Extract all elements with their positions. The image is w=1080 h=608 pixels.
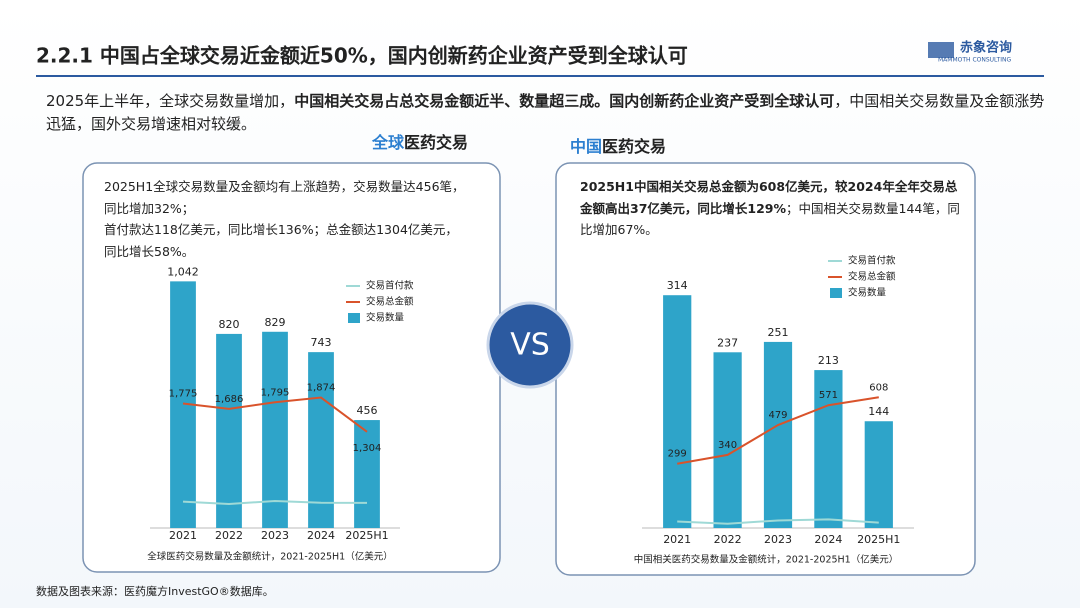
intro-text: 2025年上半年，全球交易数量增加， [46, 92, 295, 110]
bar-label: 743 [311, 336, 332, 349]
logo-sub: MAMMOTH CONSULTING [938, 57, 1011, 64]
heading-accent: 中国 [570, 137, 602, 156]
x-tick-label: 2024 [814, 533, 842, 546]
bar [713, 352, 742, 528]
chart-caption: 全球医药交易数量及金额统计，2021-2025H1（亿美元） [147, 551, 392, 563]
bar-label: 144 [868, 405, 889, 418]
line-label: 299 [668, 449, 687, 460]
legend-label: 交易首付款 [366, 280, 414, 292]
note-line: 同比增长58%。 [104, 243, 195, 259]
bar-label: 1,042 [167, 265, 199, 278]
line [182, 396, 368, 433]
bar-label: 237 [717, 336, 738, 349]
bar-label: 213 [818, 354, 839, 367]
intro-bold: 中国相关交易占总交易金额近半、数量超三成。国内创新药企业资产受到全球认可 [294, 92, 835, 110]
x-tick-label: 2023 [764, 533, 792, 546]
line-label: 571 [819, 390, 838, 401]
line [677, 518, 879, 525]
line-label: 1,686 [215, 394, 244, 405]
x-tick-label: 2025H1 [345, 529, 388, 542]
logo-mark [928, 42, 954, 58]
legend-label: 交易数量 [848, 287, 887, 299]
bar [262, 331, 288, 528]
bar-label: 314 [667, 279, 688, 292]
bar [763, 341, 793, 528]
logo: 赤象咨询 [960, 40, 1012, 56]
legend-swatch [830, 288, 842, 298]
bar-label: 251 [768, 326, 789, 339]
note-bold: 2025H1中国相关交易总金额为608亿美元，较2024年全年交易总金额高出37… [580, 179, 958, 216]
panel-note: 2025H1中国相关交易总金额为608亿美元，较2024年全年交易总金额高出37… [580, 176, 965, 241]
note-line: 同比增加32%； [104, 200, 195, 216]
bar [663, 295, 692, 528]
bar [864, 421, 893, 528]
note-text: ；中国相关交易数量144笔，同比增加67%。 [580, 200, 960, 238]
chart-caption: 中国相关医药交易数量及金额统计，2021-2025H1（亿美元） [634, 554, 898, 566]
heading-text: 医药交易 [602, 137, 666, 156]
x-tick-label: 2021 [169, 529, 197, 542]
legend-swatch [348, 313, 360, 323]
x-tick-label: 2021 [663, 533, 691, 546]
legend-label: 交易数量 [366, 312, 405, 324]
slide-title: 2.2.1 中国占全球交易近金额近50%，国内创新药企业资产受到全球认可 [36, 44, 688, 68]
x-tick-label: 2025H1 [857, 533, 900, 546]
line-label: 340 [718, 440, 737, 451]
chart-heading: 中国医药交易 [570, 137, 666, 156]
legend-label: 交易总金额 [366, 296, 414, 308]
line-label: 608 [869, 382, 888, 393]
heading-accent: 全球 [371, 133, 405, 152]
note-line: 首付款达118亿美元，同比增长136%；总金额达1304亿美元， [104, 222, 458, 237]
line-label: 1,775 [169, 389, 198, 400]
line-label: 479 [768, 410, 787, 421]
bar [216, 333, 242, 528]
line-label: 1,304 [353, 443, 382, 454]
bar-label: 829 [265, 316, 286, 329]
x-tick-label: 2023 [261, 529, 289, 542]
panel-note: 2025H1全球交易数量及金额均有上涨趋势，交易数量达456笔， 同比增加32%；… [104, 176, 494, 262]
x-tick-label: 2022 [215, 529, 243, 542]
line [677, 396, 879, 465]
note-line: 2025H1全球交易数量及金额均有上涨趋势，交易数量达456笔， [104, 179, 465, 194]
x-tick-label: 2024 [307, 529, 335, 542]
legend-label: 交易总金额 [848, 271, 896, 283]
line-label: 1,795 [261, 387, 290, 398]
bar [354, 420, 380, 528]
vs-text: VS [510, 328, 550, 363]
line-label: 1,874 [307, 383, 336, 394]
footer: 数据及图表来源：医药魔方InvestGO®数据库。 [36, 584, 274, 598]
x-tick-label: 2022 [714, 533, 742, 546]
heading-text: 医药交易 [404, 133, 468, 152]
intro: 2025年上半年，全球交易数量增加，中国相关交易占总交易金额近半、数量超三成。国… [46, 90, 1046, 136]
bar [308, 352, 334, 528]
bar-label: 456 [357, 404, 378, 417]
chart-heading: 全球医药交易 [371, 133, 468, 152]
legend-label: 交易首付款 [848, 255, 896, 267]
intro-text: ，中国相关交易数量及金额涨势迅猛，国外交易增速相对较缓。 [46, 92, 1045, 133]
vs-badge [486, 301, 574, 389]
line [182, 499, 368, 506]
bar-label: 820 [219, 318, 240, 331]
bar [814, 370, 843, 528]
